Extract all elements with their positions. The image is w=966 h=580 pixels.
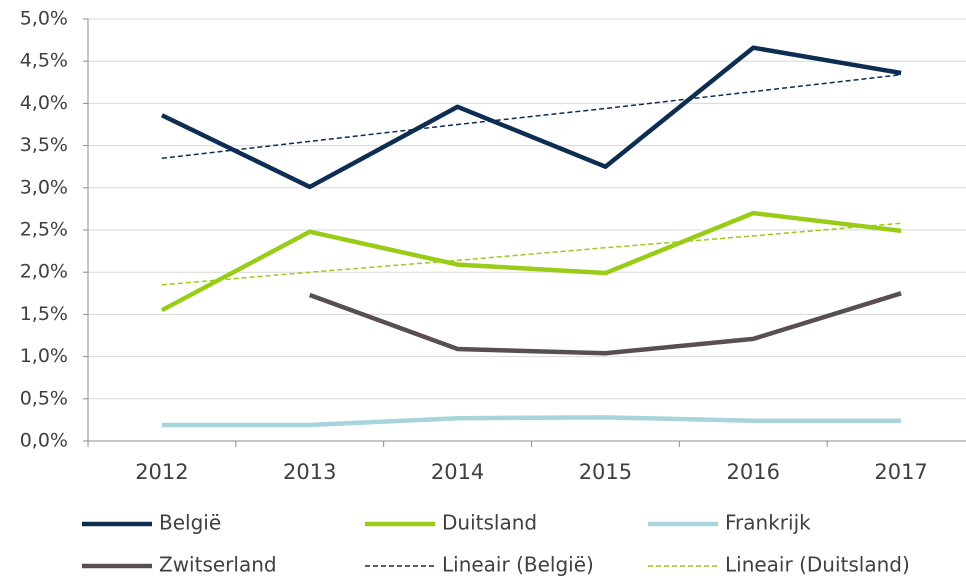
series-line (161, 73, 902, 160)
legend-label: België (159, 511, 221, 535)
x-tick-label: 2014 (431, 460, 484, 484)
y-tick-label: 3,5% (20, 134, 68, 156)
legend-label: Zwitserland (159, 553, 277, 577)
y-tick-label: 3,0% (20, 176, 68, 198)
series-line (308, 291, 902, 356)
y-tick-label: 2,0% (20, 261, 68, 283)
y-tick-label: 2,5% (20, 219, 68, 241)
x-tick-label: 2015 (579, 460, 632, 484)
y-tick-label: 0,0% (20, 430, 68, 452)
y-tick-label: 4,0% (20, 92, 68, 114)
y-tick-label: 1,5% (20, 303, 68, 325)
legend-label: Lineair (België) (442, 553, 594, 577)
series-line (160, 210, 902, 313)
x-tick-label: 2017 (874, 460, 927, 484)
y-tick-label: 4,5% (20, 50, 68, 72)
legend-label: Lineair (Duitsland) (725, 553, 910, 577)
series-line (161, 415, 902, 428)
y-tick-label: 0,5% (20, 387, 68, 409)
y-tick-label: 1,0% (20, 345, 68, 367)
x-tick-label: 2012 (135, 460, 188, 484)
y-tick-label: 5,0% (20, 8, 68, 30)
legend-label: Frankrijk (725, 511, 811, 535)
series-line (160, 45, 902, 190)
x-tick-label: 2013 (283, 460, 336, 484)
x-tick-label: 2016 (727, 460, 780, 484)
legend-label: Duitsland (442, 511, 537, 535)
series-line (161, 222, 902, 286)
